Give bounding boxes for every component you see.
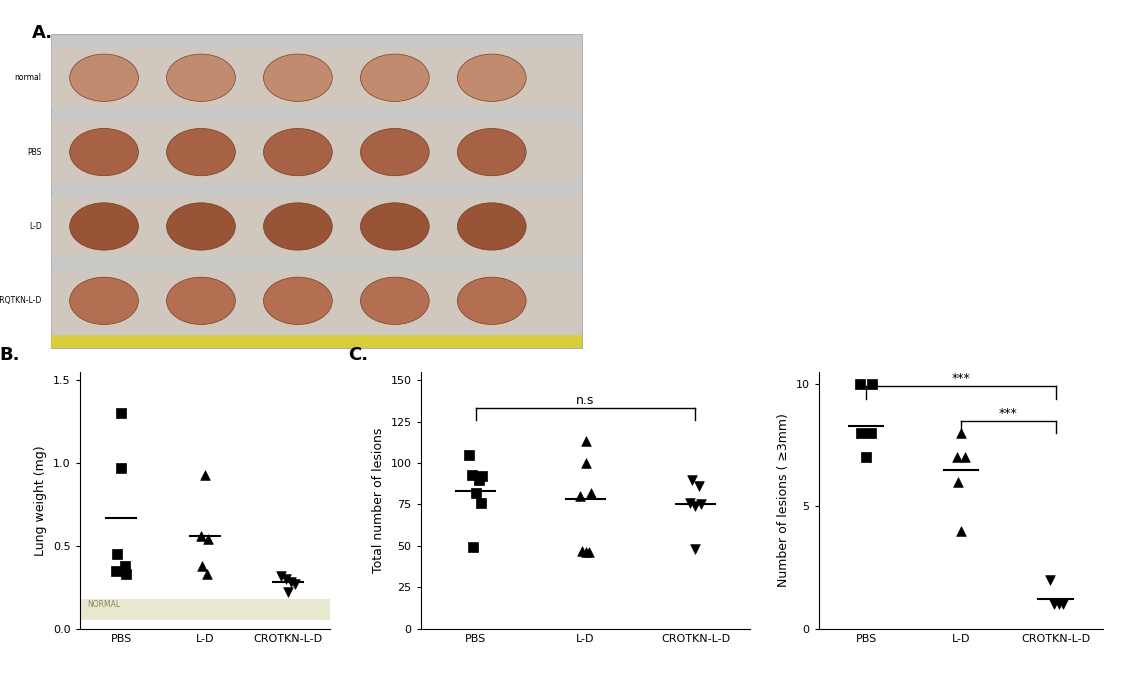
Point <box>863 379 881 389</box>
Point <box>948 452 966 463</box>
Text: CRQTKN-L-D: CRQTKN-L-D <box>0 296 42 306</box>
Point <box>116 560 134 571</box>
Point <box>464 542 482 553</box>
Point <box>193 560 211 571</box>
Point <box>276 573 294 584</box>
Text: PBS: PBS <box>27 147 42 157</box>
Text: ***: *** <box>952 372 970 385</box>
Point <box>573 546 591 556</box>
Point <box>463 469 481 480</box>
Text: NORMAL: NORMAL <box>88 600 121 609</box>
Point <box>285 579 304 589</box>
Ellipse shape <box>69 128 139 176</box>
Point <box>862 427 880 438</box>
Text: L-D: L-D <box>28 222 42 231</box>
Ellipse shape <box>264 277 332 324</box>
Point <box>690 481 708 491</box>
Ellipse shape <box>264 203 332 250</box>
Point <box>857 452 875 463</box>
Text: B.: B. <box>0 346 20 364</box>
Ellipse shape <box>360 54 430 101</box>
Point <box>576 547 595 558</box>
Y-axis label: Total number of lesions: Total number of lesions <box>372 427 385 573</box>
Ellipse shape <box>457 54 526 101</box>
Point <box>955 452 973 463</box>
Y-axis label: Lung weight (mg): Lung weight (mg) <box>34 445 48 556</box>
Point <box>272 571 290 581</box>
Ellipse shape <box>360 128 430 176</box>
Ellipse shape <box>457 277 526 324</box>
Point <box>683 474 702 485</box>
Ellipse shape <box>167 128 235 176</box>
Point <box>196 469 214 480</box>
Point <box>1054 599 1072 610</box>
Point <box>681 498 699 508</box>
Ellipse shape <box>360 203 430 250</box>
Text: ***: *** <box>998 406 1018 420</box>
Point <box>576 458 595 468</box>
FancyBboxPatch shape <box>51 47 582 108</box>
Ellipse shape <box>69 277 139 324</box>
Point <box>460 450 479 460</box>
Point <box>952 525 970 536</box>
Ellipse shape <box>69 54 139 101</box>
Point <box>472 498 490 508</box>
Point <box>1045 599 1063 610</box>
Point <box>691 499 709 510</box>
Point <box>687 544 705 554</box>
Ellipse shape <box>264 128 332 176</box>
FancyBboxPatch shape <box>51 34 582 348</box>
Text: normal: normal <box>15 73 42 82</box>
Point <box>571 491 589 502</box>
FancyBboxPatch shape <box>51 270 582 331</box>
Point <box>107 565 125 576</box>
Ellipse shape <box>360 277 430 324</box>
Ellipse shape <box>457 203 526 250</box>
Y-axis label: Number of lesions ( ≥3mm): Number of lesions ( ≥3mm) <box>777 413 790 587</box>
Point <box>198 569 216 579</box>
FancyBboxPatch shape <box>51 335 582 348</box>
Point <box>473 470 491 481</box>
Point <box>117 569 135 579</box>
Ellipse shape <box>457 128 526 176</box>
Point <box>282 577 300 587</box>
Ellipse shape <box>69 203 139 250</box>
Ellipse shape <box>167 54 235 101</box>
Point <box>192 531 210 541</box>
Point <box>470 474 488 485</box>
Point <box>466 487 484 498</box>
Ellipse shape <box>167 203 235 250</box>
Point <box>582 487 600 498</box>
Text: C.: C. <box>348 346 368 364</box>
Point <box>853 427 871 438</box>
Ellipse shape <box>167 277 235 324</box>
Point <box>113 462 131 473</box>
Point <box>576 436 595 447</box>
Point <box>199 534 217 545</box>
Point <box>952 427 970 438</box>
FancyBboxPatch shape <box>51 196 582 257</box>
Bar <box>80 599 330 621</box>
Point <box>687 501 705 512</box>
FancyBboxPatch shape <box>51 122 582 183</box>
Point <box>852 379 870 389</box>
Point <box>1051 599 1069 610</box>
Point <box>108 549 126 560</box>
Text: n.s: n.s <box>576 393 595 406</box>
Point <box>279 587 297 598</box>
Point <box>113 408 131 418</box>
Text: A.: A. <box>32 24 53 42</box>
Point <box>580 547 598 558</box>
Point <box>948 477 966 487</box>
Point <box>1040 575 1059 585</box>
Ellipse shape <box>264 54 332 101</box>
